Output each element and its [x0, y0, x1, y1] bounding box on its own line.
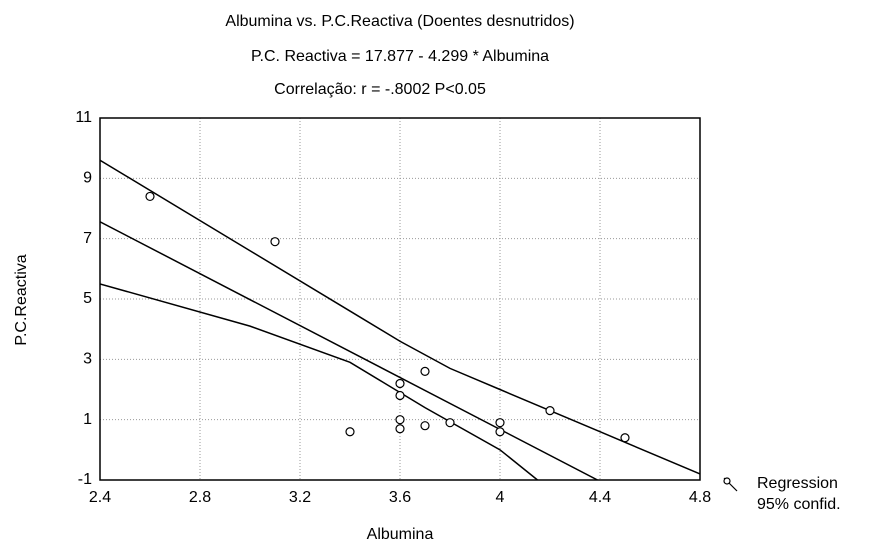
point	[495, 427, 505, 437]
plot-frame	[99, 117, 701, 481]
y-tick-label: 7	[83, 230, 92, 247]
x-tick-label: 4	[496, 489, 505, 506]
legend-icon	[723, 477, 731, 485]
regression-line	[100, 221, 598, 480]
x-tick-label: 4.4	[589, 489, 611, 506]
x-tick-label: 3.2	[289, 489, 311, 506]
point	[445, 418, 455, 428]
x-tick-label: 4.8	[689, 489, 711, 506]
point	[545, 406, 555, 416]
y-tick-label: 11	[75, 109, 92, 126]
point	[620, 433, 630, 443]
point	[395, 415, 405, 425]
legend-label: 95% confid.	[757, 496, 841, 513]
point	[345, 427, 355, 437]
plot-area	[100, 159, 700, 480]
point	[420, 366, 430, 376]
x-tick-label: 2.4	[89, 489, 111, 506]
point	[495, 418, 505, 428]
x-tick-label: 2.8	[189, 489, 211, 506]
confidence-band	[100, 159, 700, 475]
legend-label: Regression	[757, 475, 838, 492]
point	[395, 378, 405, 389]
point	[420, 421, 430, 431]
chart-subtitle: P.C. Reactiva = 17.877 - 4.299 * Albumin…	[251, 48, 549, 65]
y-tick-label: 9	[83, 170, 92, 187]
chart-title: Albumina vs. P.C.Reactiva (Doentes desnu…	[225, 13, 574, 30]
y-tick-label: 5	[83, 290, 92, 307]
y-axis-label: P.C.Reactiva	[13, 254, 30, 345]
y-tick-label: -1	[78, 471, 92, 488]
point	[395, 424, 405, 434]
x-axis-label: Albumina	[367, 526, 434, 543]
annotation: Correlação: r = -.8002 P<0.05	[274, 81, 486, 98]
y-tick-label: 3	[83, 351, 92, 368]
point	[145, 191, 155, 202]
x-tick-label: 3.6	[389, 489, 411, 506]
point	[395, 390, 405, 401]
y-tick-label: 1	[83, 411, 92, 428]
confidence-band	[100, 283, 538, 480]
point	[270, 237, 280, 247]
